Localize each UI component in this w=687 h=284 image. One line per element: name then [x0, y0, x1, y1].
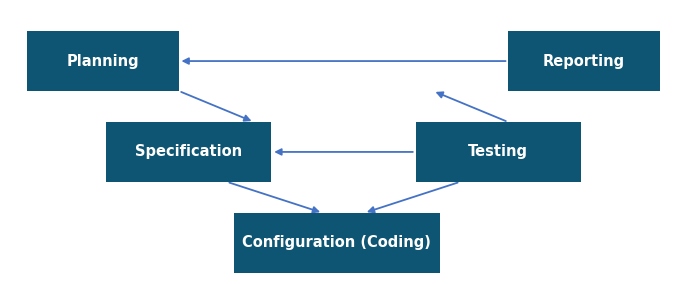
Text: Reporting: Reporting	[543, 54, 625, 68]
FancyBboxPatch shape	[416, 122, 581, 182]
FancyBboxPatch shape	[27, 31, 179, 91]
FancyBboxPatch shape	[106, 122, 271, 182]
FancyBboxPatch shape	[508, 31, 660, 91]
FancyBboxPatch shape	[234, 213, 440, 273]
Text: Specification: Specification	[135, 145, 243, 159]
Text: Planning: Planning	[67, 54, 139, 68]
Text: Configuration (Coding): Configuration (Coding)	[243, 235, 431, 250]
Text: Testing: Testing	[468, 145, 528, 159]
